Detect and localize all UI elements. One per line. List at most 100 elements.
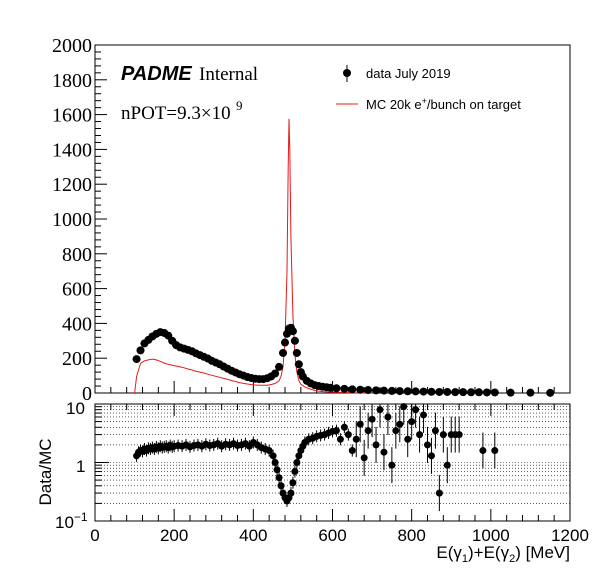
ratio-point <box>388 461 396 469</box>
data-point <box>490 388 499 397</box>
legend-mc-label-pre: MC 20k e <box>366 97 422 112</box>
data-point <box>506 388 515 397</box>
top-y-tick-label: 1400 <box>52 139 92 161</box>
x-title-b: 1 <box>462 553 468 565</box>
ratio-point <box>431 427 439 435</box>
data-point <box>443 387 452 396</box>
ratio-point <box>479 447 487 455</box>
data-point <box>419 387 428 396</box>
ratio-point <box>412 406 420 414</box>
ratio-point <box>427 452 435 460</box>
ratio-point <box>420 411 428 419</box>
data-point <box>364 386 373 395</box>
data-point <box>290 336 299 345</box>
ratio-point <box>344 431 352 439</box>
legend-mc-label: MC 20k e+/bunch on target <box>366 96 521 112</box>
ratio-point <box>400 403 408 411</box>
data-point <box>379 386 388 395</box>
data-point <box>294 360 303 369</box>
bottom-y-axis-title: Data/MC <box>36 438 55 505</box>
ratio-point <box>439 431 447 439</box>
data-point <box>427 387 436 396</box>
data-point <box>271 369 280 378</box>
ratio-point <box>352 435 360 443</box>
data-point <box>526 388 535 397</box>
ratio-point <box>356 420 364 428</box>
data-point <box>348 385 357 394</box>
x-title-d: 2 <box>509 553 515 565</box>
data-point <box>279 348 288 357</box>
bottom-x-tick-label: 600 <box>318 526 346 545</box>
ratio-point <box>380 448 388 456</box>
bottom-x-tick-label: 400 <box>239 526 267 545</box>
npot-label: nPOT=9.3×10 <box>121 103 231 124</box>
ratio-point <box>287 489 295 497</box>
legend-mc-label-post: /bunch on target <box>427 97 521 112</box>
ratio-point <box>376 406 384 414</box>
top-y-tick-label: 1800 <box>52 70 92 92</box>
bottom-x-axis-title: E(γ1)+E(γ2) [MeV] <box>436 543 570 565</box>
data-point <box>474 388 483 397</box>
ratio-point <box>368 415 376 423</box>
ratio-point <box>404 435 412 443</box>
ratio-point <box>289 479 297 487</box>
ratio-point <box>291 468 299 476</box>
data-point <box>275 362 284 371</box>
ratio-point <box>491 447 499 455</box>
ratio-point <box>396 420 404 428</box>
top-y-tick-label: 1600 <box>52 105 92 127</box>
ratio-point <box>273 466 281 474</box>
ratio-point <box>332 427 340 435</box>
data-point <box>136 346 145 355</box>
bottom-x-tick-label: 1200 <box>551 526 589 545</box>
padme-logo: PADME <box>121 63 192 85</box>
data-point <box>340 384 349 393</box>
ratio-series-points <box>133 403 499 512</box>
bottom-x-tick-label: 800 <box>397 526 425 545</box>
data-point <box>372 386 381 395</box>
x-title-e: ) [MeV] <box>515 543 570 562</box>
data-point <box>435 387 444 396</box>
ratio-point <box>372 441 380 449</box>
data-point <box>451 388 460 397</box>
data-point <box>288 327 297 336</box>
top-y-tick-labels: 0 200 400 600 800 1000 1200 1400 1600 1800 2000 <box>52 35 92 405</box>
data-point <box>395 387 404 396</box>
top-y-axis <box>95 44 107 394</box>
ratio-point <box>416 431 424 439</box>
bottom-x-tick-label: 200 <box>160 526 188 545</box>
bottom-x-tick-label: 0 <box>90 526 99 545</box>
legend-mc-label-sup: + <box>422 96 427 106</box>
x-title-a: E(γ <box>436 543 462 562</box>
top-y-tick-label: 1200 <box>52 174 92 196</box>
data-point <box>387 386 396 395</box>
data-point <box>467 388 476 397</box>
ratio-point <box>424 441 431 449</box>
data-point <box>356 385 365 394</box>
npot-exponent: 9 <box>236 98 243 113</box>
x-title-c: )+E(γ <box>468 543 510 562</box>
data-point <box>326 383 335 392</box>
top-y-tick-label: 200 <box>62 348 92 370</box>
legend: data July 2019 MC 20k e+/bunch on target <box>336 65 521 112</box>
ratio-point <box>435 489 443 497</box>
data-point <box>459 388 468 397</box>
internal-label: Internal <box>199 64 258 85</box>
data-point <box>411 387 420 396</box>
top-plot-area <box>132 118 555 397</box>
ratio-point <box>275 474 283 482</box>
ratio-point <box>360 454 368 462</box>
top-y-tick-label: 1000 <box>52 209 92 231</box>
legend-data-marker <box>343 69 351 77</box>
data-series-points <box>132 323 555 397</box>
ratio-point <box>408 418 416 426</box>
ratio-point <box>443 461 451 469</box>
bottom-axis-ticks <box>94 403 571 522</box>
bottom-y-tick-1: 1 <box>76 457 85 476</box>
ratio-point <box>336 435 344 443</box>
ratio-point <box>340 423 348 431</box>
bottom-y-tick-0.1-exp: −1 <box>74 510 88 524</box>
ratio-point <box>384 413 392 421</box>
data-point <box>132 355 141 364</box>
